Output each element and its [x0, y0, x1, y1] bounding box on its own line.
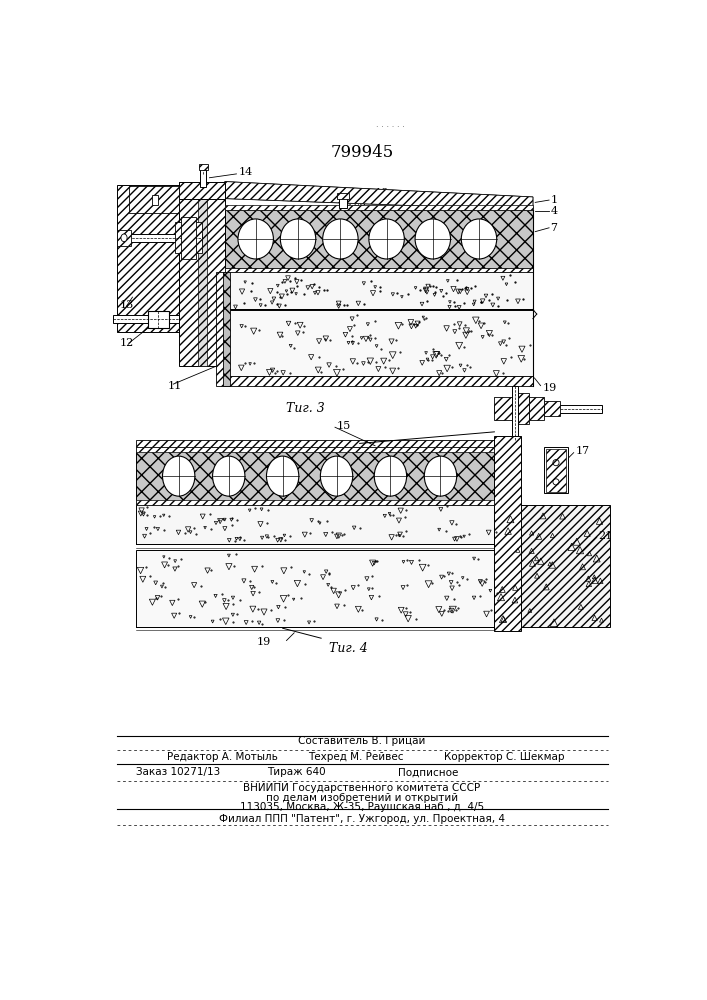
- Bar: [225, 376, 533, 386]
- Ellipse shape: [415, 219, 450, 259]
- Bar: [225, 310, 533, 376]
- Polygon shape: [225, 182, 533, 210]
- Bar: [494, 436, 521, 631]
- Ellipse shape: [374, 456, 407, 496]
- Text: 1: 1: [551, 195, 558, 205]
- Ellipse shape: [322, 219, 358, 259]
- Text: 19: 19: [256, 637, 271, 647]
- Bar: [181, 217, 197, 259]
- Text: 17: 17: [575, 446, 590, 456]
- Ellipse shape: [267, 456, 299, 496]
- Ellipse shape: [369, 219, 404, 259]
- Text: Техред М. Рейвес: Техред М. Рейвес: [308, 752, 404, 762]
- Text: ВНИИПИ Государственного комитета СССР: ВНИИПИ Государственного комитета СССР: [243, 783, 481, 793]
- Text: Τиг. 3: Τиг. 3: [286, 402, 325, 415]
- Bar: [117, 230, 131, 246]
- Text: 13: 13: [119, 300, 134, 310]
- Text: Заказ 10271/13: Заказ 10271/13: [136, 767, 221, 777]
- Ellipse shape: [424, 456, 457, 496]
- Bar: [175, 222, 201, 253]
- Bar: [179, 182, 225, 199]
- Text: 7: 7: [551, 223, 558, 233]
- Text: Редактор А. Мотыль: Редактор А. Мотыль: [167, 752, 278, 762]
- Text: Тираж 640: Тираж 640: [267, 767, 326, 777]
- Text: 12: 12: [119, 338, 134, 348]
- Text: 113035, Москва, Ж-35, Раушская наб., д. 4/5: 113035, Москва, Ж-35, Раушская наб., д. …: [240, 802, 484, 812]
- Text: 799945: 799945: [330, 144, 394, 161]
- Text: 21: 21: [598, 531, 612, 541]
- Text: 20: 20: [352, 198, 366, 208]
- Bar: [200, 168, 206, 187]
- Ellipse shape: [461, 219, 497, 259]
- Ellipse shape: [238, 219, 274, 259]
- Bar: [136, 505, 494, 544]
- Bar: [148, 311, 170, 328]
- Bar: [494, 505, 610, 627]
- Text: 4: 4: [551, 206, 558, 216]
- Bar: [225, 210, 533, 268]
- Ellipse shape: [121, 234, 127, 242]
- Bar: [152, 195, 158, 205]
- Text: Составитель В. Грицай: Составитель В. Грицай: [298, 736, 426, 746]
- Bar: [136, 550, 494, 627]
- Bar: [136, 447, 494, 452]
- Text: Τиг. 4: Τиг. 4: [329, 642, 368, 655]
- Polygon shape: [225, 182, 533, 210]
- Bar: [198, 182, 207, 366]
- Bar: [339, 197, 346, 208]
- Bar: [136, 447, 494, 505]
- Text: · · · · · ·: · · · · · ·: [376, 123, 405, 132]
- Text: Подписное: Подписное: [398, 767, 459, 777]
- Bar: [117, 185, 179, 332]
- Bar: [129, 186, 179, 213]
- Bar: [494, 397, 514, 420]
- Text: 19: 19: [543, 383, 557, 393]
- Text: по делам изобретений и открытий: по делам изобретений и открытий: [266, 793, 458, 803]
- Text: 18: 18: [375, 188, 390, 198]
- Bar: [216, 272, 225, 386]
- Bar: [546, 449, 566, 492]
- Bar: [225, 205, 533, 210]
- Bar: [117, 234, 201, 242]
- Bar: [225, 268, 533, 272]
- Text: Филиал ППП "Патент", г. Ужгород, ул. Проектная, 4: Филиал ППП "Патент", г. Ужгород, ул. Про…: [219, 814, 505, 824]
- Text: 15: 15: [337, 421, 351, 431]
- Ellipse shape: [163, 456, 195, 496]
- Bar: [494, 405, 602, 413]
- Text: 14: 14: [239, 167, 253, 177]
- Bar: [179, 182, 225, 366]
- Bar: [337, 193, 349, 199]
- Bar: [223, 272, 230, 386]
- Bar: [225, 272, 533, 309]
- Bar: [199, 164, 208, 170]
- Bar: [136, 440, 494, 447]
- Text: 16: 16: [556, 454, 571, 464]
- Bar: [544, 447, 568, 493]
- Bar: [113, 315, 179, 323]
- Ellipse shape: [213, 456, 245, 496]
- Ellipse shape: [281, 219, 316, 259]
- Bar: [512, 386, 518, 436]
- Bar: [136, 500, 494, 505]
- Bar: [544, 401, 560, 416]
- Text: Корректор С. Шекмар: Корректор С. Шекмар: [444, 752, 565, 762]
- Bar: [529, 397, 544, 420]
- Ellipse shape: [320, 456, 353, 496]
- Bar: [514, 393, 529, 424]
- Text: 11: 11: [167, 381, 182, 391]
